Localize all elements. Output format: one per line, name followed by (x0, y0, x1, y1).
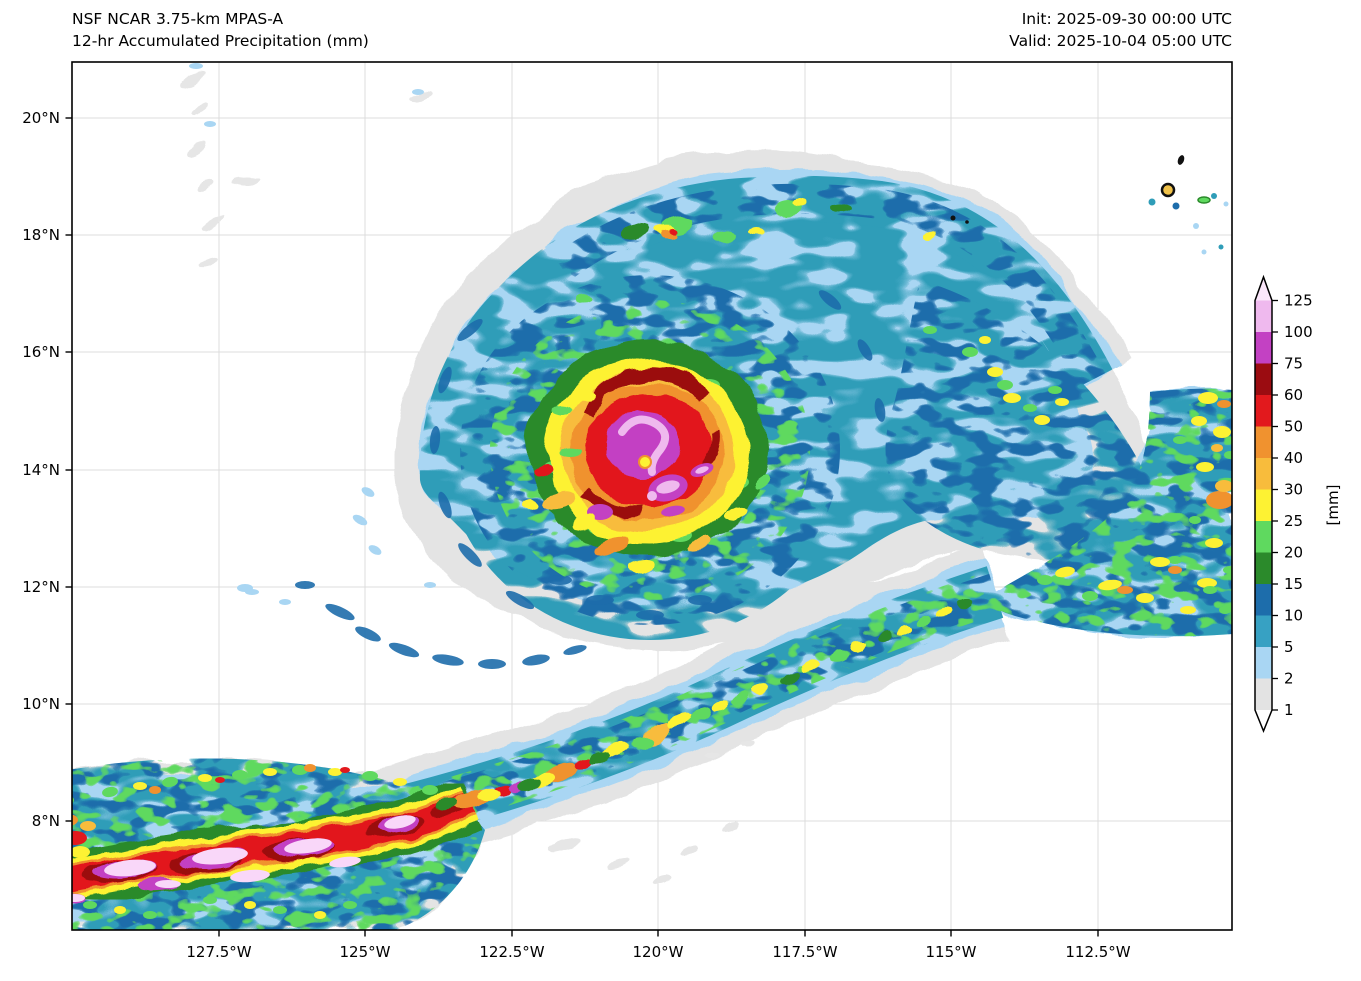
colorbar-tick-label: 5 (1284, 638, 1294, 656)
colorbar-tick-label: 50 (1284, 418, 1303, 436)
island-outlines (1148, 155, 1229, 255)
northern-rainband-cells (577, 198, 936, 304)
y-tick-label: 20°N (22, 109, 60, 127)
colorbar-tick-label: 60 (1284, 386, 1303, 404)
title-line1: NSF NCAR 3.75-km MPAS-A (72, 10, 284, 28)
itcz-band-cores (72, 778, 482, 907)
moat-dashes (295, 290, 886, 669)
colorbar-tick-label: 75 (1284, 355, 1303, 373)
y-tick-label: 12°N (22, 578, 60, 596)
core-southwest-cells (520, 390, 769, 572)
colorbar-tick-labels: 1 2 5 10 15 20 25 30 40 50 60 75 100 125 (1284, 292, 1313, 720)
eastern-band-cells (1037, 392, 1232, 614)
colorbar-tick-label: 2 (1284, 670, 1294, 688)
y-ticks (65, 117, 72, 822)
y-tick-label: 10°N (22, 695, 60, 713)
plot-frame (71, 61, 1233, 931)
colorbar-tick-label: 30 (1284, 481, 1303, 499)
colorbar-over-arrow (1255, 277, 1272, 301)
x-tick-label: 117.5°W (772, 943, 837, 961)
x-tick-label: 122.5°W (479, 943, 544, 961)
colorbar-tick-label: 25 (1284, 512, 1303, 530)
x-tick-labels: 127.5°W 125°W 122.5°W 120°W 117.5°W 115°… (186, 943, 1130, 961)
x-ticks (218, 930, 1099, 937)
diagonal-band-cells (435, 598, 973, 812)
x-tick-label: 125°W (340, 943, 391, 961)
colorbar-tick-label: 1 (1284, 701, 1294, 719)
y-tick-label: 14°N (22, 461, 60, 479)
x-tick-label: 112.5°W (1065, 943, 1130, 961)
gray-smudges (180, 69, 754, 885)
itcz-scatter-cells (72, 764, 438, 919)
y-tick-label: 8°N (32, 812, 60, 830)
light-blue-dabs (189, 63, 436, 605)
axes: 127.5°W 125°W 122.5°W 120°W 117.5°W 115°… (22, 61, 1233, 961)
colorbar-segments (1255, 300, 1272, 710)
colorbar-under-arrow (1255, 710, 1272, 731)
colorbar-tick-label: 10 (1284, 607, 1303, 625)
y-tick-labels: 20°N 18°N 16°N 14°N 12°N 10°N 8°N (22, 109, 60, 830)
x-tick-label: 120°W (633, 943, 684, 961)
cyclone-core (520, 340, 769, 572)
colorbar-ticks (1272, 299, 1278, 711)
upper-right-fan-cells (923, 215, 1069, 425)
init-time-label: Init: 2025-09-30 00:00 UTC (1022, 10, 1232, 28)
magenta-core (587, 412, 714, 520)
colorbar-tick-label: 100 (1284, 323, 1313, 341)
colorbar-tick-label: 20 (1284, 544, 1303, 562)
x-tick-label: 115°W (926, 943, 977, 961)
colorbar: 1 2 5 10 15 20 25 30 40 50 60 75 100 125… (1254, 274, 1342, 733)
colorbar-units-label: [mm] (1324, 485, 1342, 526)
title-line2: 12-hr Accumulated Precipitation (mm) (72, 32, 369, 50)
colorbar-tick-label: 125 (1284, 292, 1313, 310)
header: NSF NCAR 3.75-km MPAS-A 12-hr Accumulate… (72, 10, 1232, 50)
colorbar-tick-label: 15 (1284, 575, 1303, 593)
plot-area (72, 62, 1232, 930)
pink-question-squiggle (618, 415, 670, 476)
x-tick-label: 127.5°W (186, 943, 251, 961)
y-tick-label: 16°N (22, 343, 60, 361)
valid-time-label: Valid: 2025-10-04 05:00 UTC (1009, 32, 1232, 50)
colorbar-tick-label: 40 (1284, 449, 1303, 467)
y-tick-label: 18°N (22, 226, 60, 244)
